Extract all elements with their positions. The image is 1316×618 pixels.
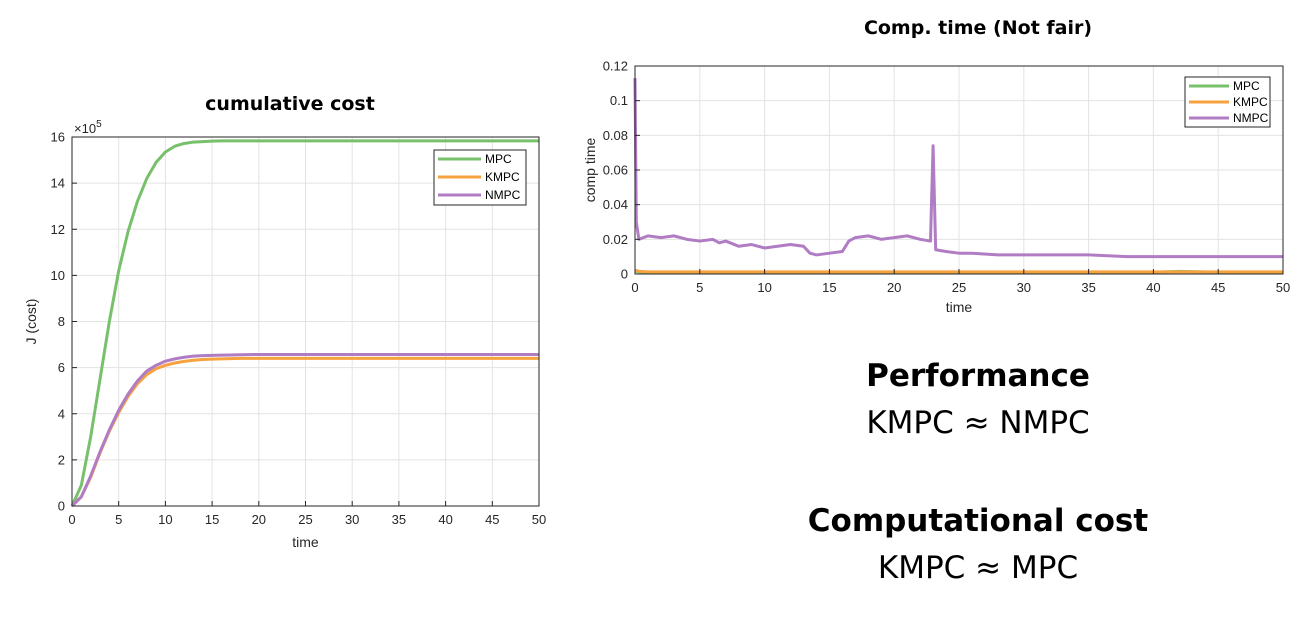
x-tick-label: 20 [887,280,901,295]
legend-label-kmpc: KMPC [485,170,520,184]
x-tick-label: 10 [158,512,172,527]
x-tick-label: 50 [1276,280,1290,295]
y-tick-label: 0.08 [603,128,628,143]
performance-heading: Performance [866,358,1090,394]
legend-label-nmpc: NMPC [1233,111,1269,125]
x-tick-label: 35 [392,512,406,527]
comp-time-chart: 0 5 10 15 20 25 30 35 40 45 50 0 0.02 0.04 0.06 0.08 0.1… [582,59,1290,316]
y-tick-label: 14 [51,176,65,191]
x-tick-label: 30 [1017,280,1031,295]
x-tick-label: 10 [757,280,771,295]
computational-cost-comparison: KMPC ≈ MPC [877,550,1079,586]
y-tick-label: 10 [51,268,65,283]
x-tick-label: 25 [952,280,966,295]
cumulative-cost-chart: 0 5 10 15 20 25 30 35 40 45 50 0 2 4 6 8 10 12 14 16 time J (… [23,119,546,550]
series-line-kmpc [634,269,1283,274]
x-tick-label: 0 [68,512,75,527]
computational-cost-heading: Computational cost [807,503,1149,539]
y-tick-label: 12 [51,222,65,237]
y-tick-label: 0.1 [610,93,628,108]
x-tick-label: 45 [485,512,499,527]
y-tick-label: 0.02 [603,232,628,247]
legend-label-mpc: MPC [1233,79,1260,93]
y-axis-label: J (cost) [23,299,39,345]
x-tick-label: 40 [1146,280,1160,295]
y-tick-label: 4 [58,406,65,421]
x-tick-label: 50 [532,512,546,527]
y-multiplier-exponent: 5 [96,119,102,130]
x-tick-label: 15 [205,512,219,527]
y-axis-label: comp time [582,138,598,203]
x-tick-label: 40 [438,512,452,527]
legend: MPC KMPC NMPC [1184,76,1271,128]
x-tick-label: 5 [115,512,122,527]
y-tick-label: 0 [621,267,628,282]
legend-label-nmpc: NMPC [485,188,521,202]
y-tick-label: 6 [58,360,65,375]
y-multiplier: ×105 [74,119,102,136]
y-tick-label: 0.12 [603,59,628,74]
y-tick-label: 0.06 [603,163,628,178]
x-axis-label: time [946,299,973,315]
x-tick-label: 0 [631,280,638,295]
x-tick-label: 20 [252,512,266,527]
comp-time-title: Comp. time (Not fair) [863,17,1093,39]
performance-comparison: KMPC ≈ NMPC [866,405,1090,441]
series-line-nmpc [633,78,1283,259]
x-tick-label: 35 [1081,280,1095,295]
x-tick-label: 15 [822,280,836,295]
y-tick-label: 2 [58,452,65,467]
legend: MPC KMPC NMPC [433,149,527,206]
x-tick-label: 30 [345,512,359,527]
x-tick-label: 45 [1211,280,1225,295]
y-tick-label: 0.04 [603,197,628,212]
legend-label-kmpc: KMPC [1233,95,1268,109]
x-tick-label: 25 [298,512,312,527]
y-tick-label: 8 [58,314,65,329]
legend-label-mpc: MPC [485,152,512,166]
series-line-nmpc [70,352,539,508]
y-tick-label: 16 [51,130,65,145]
y-tick-label: 0 [58,499,65,514]
y-multiplier-base: ×10 [74,121,96,136]
x-axis-label: time [292,534,319,550]
series-line-mpc [70,139,539,507]
x-tick-label: 5 [696,280,703,295]
cumulative-cost-title: cumulative cost [205,93,375,115]
